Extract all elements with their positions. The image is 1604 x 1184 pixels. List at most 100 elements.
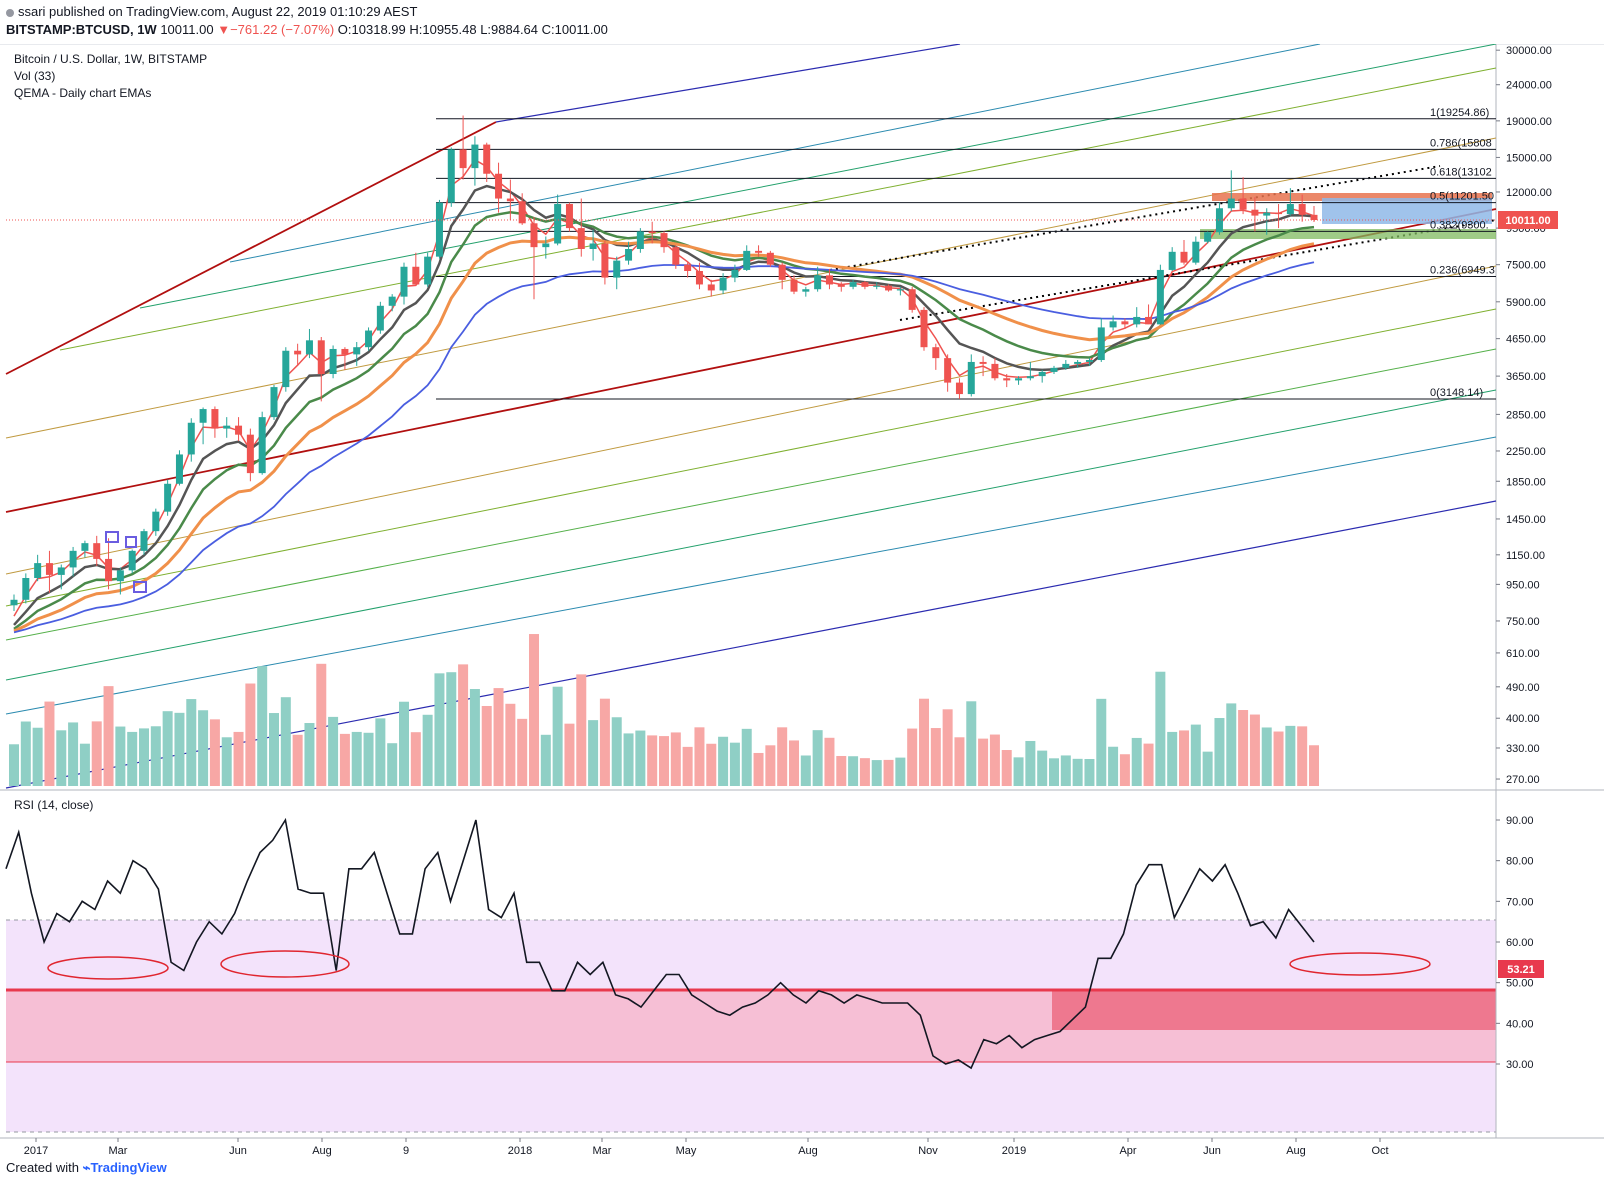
volume-bar [20, 721, 31, 786]
volume-bar [269, 713, 279, 786]
time-tick-label: Mar [593, 1145, 612, 1157]
candle-body [825, 275, 833, 285]
candle-body [152, 511, 160, 532]
volume-bar [800, 755, 811, 786]
candle-body [554, 204, 562, 244]
candle-body [719, 277, 727, 291]
annotation-box-3 [133, 581, 147, 593]
channel-line-green-2 [5, 348, 1497, 641]
time-tick-label: 2019 [1002, 1145, 1026, 1157]
candle-body [932, 347, 940, 359]
candle-body [1133, 316, 1141, 325]
candle-body [743, 250, 751, 270]
rsi-last-label: 53.21 [1498, 960, 1544, 978]
channel-line-upper-teal [229, 44, 1321, 263]
volume-bar [1238, 710, 1249, 786]
rsi-value: 53.21 [1507, 964, 1535, 976]
volume-bar [1049, 758, 1059, 786]
candle-body [34, 563, 42, 578]
user-icon [6, 8, 14, 17]
last-price-label: 10011.00 [6, 211, 1558, 229]
candle-body [447, 149, 455, 203]
fib-level-label: 0(3148.14) [1430, 387, 1483, 399]
candle-body [873, 285, 881, 287]
resistance-zone [1212, 193, 1492, 201]
volume-bar [280, 697, 291, 786]
candle-body [187, 422, 195, 455]
volume-bar [434, 673, 445, 786]
rsi-tick-label: 90.00 [1506, 815, 1534, 827]
candle-body [814, 275, 822, 290]
candle-body [979, 361, 987, 364]
volume-bar [221, 737, 232, 786]
volume-bar [469, 689, 480, 786]
candle-body [1156, 269, 1164, 325]
volume-bar [1261, 727, 1272, 786]
volume-bar [812, 730, 823, 786]
volume-bar [245, 683, 256, 786]
volume-bar [623, 733, 634, 786]
candle-body [1003, 378, 1011, 381]
candle-body [235, 425, 243, 435]
volume-bar [115, 726, 126, 786]
time-axis[interactable]: 2017 Mar Jun Aug 9 2018 Mar May Aug Nov 2019 Apr Jun… [24, 1138, 1389, 1157]
volume-bar [1249, 714, 1260, 786]
volume-bar [233, 731, 244, 786]
volume-bar [824, 737, 835, 786]
candle-body [530, 223, 538, 248]
volume-bar [209, 719, 220, 786]
volume-bar [1167, 731, 1178, 786]
last-price-value: 10011.00 [1505, 215, 1550, 227]
volume-bar [883, 759, 894, 786]
candle-body [790, 279, 798, 292]
candle-body [885, 285, 893, 291]
price-axis[interactable]: 30000.00 24000.00 19000.00 15000.00 12000.00… [1496, 45, 1552, 786]
time-tick-label: Jun [229, 1145, 247, 1157]
volume-bar [741, 728, 752, 786]
volume-bar [1131, 737, 1142, 786]
time-tick-label: Oct [1371, 1145, 1388, 1157]
ohlc-text: O:10318.99 H:10955.48 L:9884.64 C:10011.… [337, 22, 608, 37]
candle-body [613, 260, 621, 278]
price-tick-label: 3650.00 [1506, 371, 1546, 383]
candle-body [955, 382, 963, 395]
candle-body [57, 567, 65, 575]
volume-bar [32, 727, 43, 786]
pane-borders [0, 44, 1604, 1139]
volume-bar [9, 744, 19, 786]
volume-bar [588, 720, 599, 786]
legend-rsi: RSI (14, close) [14, 798, 94, 812]
volume-bar [375, 718, 386, 786]
last-price-text: 10011.00 [160, 22, 214, 37]
candle-body [648, 231, 656, 234]
candle-body [755, 250, 763, 253]
candle-body [424, 256, 432, 285]
volume-bar [339, 733, 350, 786]
volume-bar [1309, 745, 1319, 786]
volume-bar [139, 728, 149, 786]
annotation-circle-1 [47, 956, 169, 980]
price-tick-label: 5900.00 [1506, 297, 1546, 309]
publish-line: ssari published on TradingView.com, Augu… [6, 4, 417, 19]
fib-channel-lines [5, 44, 1497, 789]
volume-bar [1226, 703, 1237, 786]
candle-body [896, 289, 904, 291]
candle-body [1015, 378, 1023, 381]
candle-body [93, 543, 101, 559]
volume-bar [186, 699, 197, 786]
rsi-axis[interactable]: 90.00 80.00 70.00 60.00 50.00 40.00 30.00 [1496, 815, 1534, 1071]
volume-bar [1273, 731, 1284, 786]
volume-bar [399, 701, 409, 786]
candle-body [258, 417, 266, 474]
candle-body [1227, 198, 1235, 209]
fib-level-label: 0.236(6949.3 [1430, 264, 1495, 276]
chart-header: ssari published on TradingView.com, Augu… [0, 0, 1604, 44]
volume-bar [694, 727, 705, 786]
chart-canvas[interactable]: 1(19254.86) 0.786(15808 0.618(13102 0.5(112… [0, 44, 1604, 1158]
price-tick-label: 1450.00 [1506, 514, 1546, 526]
candle-body [695, 270, 703, 285]
volume-bar [635, 730, 646, 786]
price-tick-label: 270.00 [1506, 774, 1540, 786]
price-tick-label: 1150.00 [1506, 550, 1545, 562]
tradingview-brand[interactable]: TradingView [90, 1160, 167, 1175]
